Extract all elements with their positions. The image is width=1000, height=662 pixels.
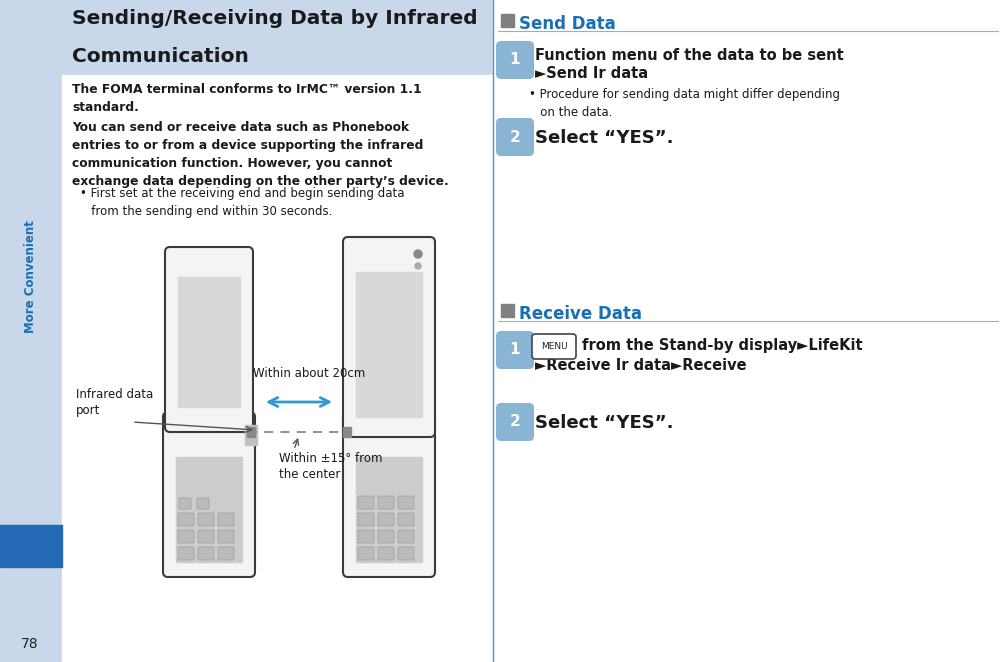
Text: More Convenient: More Convenient [23,220,36,334]
Text: 1: 1 [510,52,520,68]
Bar [343,427,351,437]
FancyBboxPatch shape [198,530,214,543]
Bar [245,425,257,445]
Text: MENU: MENU [541,342,567,351]
Bar [501,14,514,27]
Bar [176,457,242,562]
Text: Select “YES”.: Select “YES”. [535,414,674,432]
FancyBboxPatch shape [532,334,576,359]
FancyBboxPatch shape [163,412,255,577]
FancyBboxPatch shape [179,498,191,509]
Bar [493,0,1000,662]
Text: • Procedure for sending data might differ depending
   on the data.: • Procedure for sending data might diffe… [529,88,840,118]
FancyBboxPatch shape [165,247,253,432]
Circle shape [414,250,422,258]
Bar [247,427,255,437]
FancyBboxPatch shape [343,412,435,577]
FancyBboxPatch shape [178,530,194,543]
FancyBboxPatch shape [358,530,374,543]
FancyBboxPatch shape [398,530,414,543]
FancyBboxPatch shape [218,530,234,543]
Text: The FOMA terminal conforms to IrMC™ version 1.1
standard.: The FOMA terminal conforms to IrMC™ vers… [72,83,422,114]
Text: You can send or receive data such as Phonebook
entries to or from a device suppo: You can send or receive data such as Pho… [72,121,449,188]
FancyBboxPatch shape [198,547,214,560]
Text: Receive Data: Receive Data [519,305,642,323]
FancyBboxPatch shape [398,496,414,509]
FancyBboxPatch shape [358,496,374,509]
Text: 1: 1 [510,342,520,357]
FancyBboxPatch shape [178,547,194,560]
Text: ►Receive Ir data►Receive: ►Receive Ir data►Receive [535,358,747,373]
Text: Infrared data
port: Infrared data port [76,388,153,417]
Text: Within ±15° from
the center: Within ±15° from the center [279,452,382,481]
Bar [501,304,514,317]
Text: Select “YES”.: Select “YES”. [535,129,674,147]
Bar [62,75,493,662]
Text: Communication: Communication [72,47,249,66]
Bar [356,457,422,562]
FancyBboxPatch shape [358,513,374,526]
Bar [62,0,493,75]
FancyBboxPatch shape [358,547,374,560]
Bar [0,0,62,662]
Circle shape [415,263,421,269]
FancyBboxPatch shape [218,547,234,560]
FancyBboxPatch shape [378,547,394,560]
Text: Sending/Receiving Data by Infrared: Sending/Receiving Data by Infrared [72,9,478,28]
FancyBboxPatch shape [378,496,394,509]
Text: Within about 20cm: Within about 20cm [253,367,365,380]
FancyBboxPatch shape [178,513,194,526]
FancyBboxPatch shape [496,331,534,369]
FancyBboxPatch shape [343,237,435,437]
Text: 78: 78 [21,637,39,651]
Text: Function menu of the data to be sent: Function menu of the data to be sent [535,48,844,63]
Text: from the Stand-by display►LifeKit: from the Stand-by display►LifeKit [577,338,863,353]
FancyBboxPatch shape [378,530,394,543]
FancyBboxPatch shape [378,513,394,526]
Text: 2: 2 [510,414,520,430]
FancyBboxPatch shape [496,118,534,156]
FancyBboxPatch shape [496,41,534,79]
FancyBboxPatch shape [197,498,209,509]
FancyBboxPatch shape [218,513,234,526]
Text: ►Send Ir data: ►Send Ir data [535,66,648,81]
FancyBboxPatch shape [398,513,414,526]
Bar [178,277,240,407]
Bar [356,272,422,417]
Text: Send Data: Send Data [519,15,616,33]
Text: • First set at the receiving end and begin sending data
   from the sending end : • First set at the receiving end and beg… [80,187,404,218]
FancyBboxPatch shape [496,403,534,441]
Text: 2: 2 [510,130,520,144]
Bar [0,525,62,567]
FancyBboxPatch shape [198,513,214,526]
FancyBboxPatch shape [398,547,414,560]
